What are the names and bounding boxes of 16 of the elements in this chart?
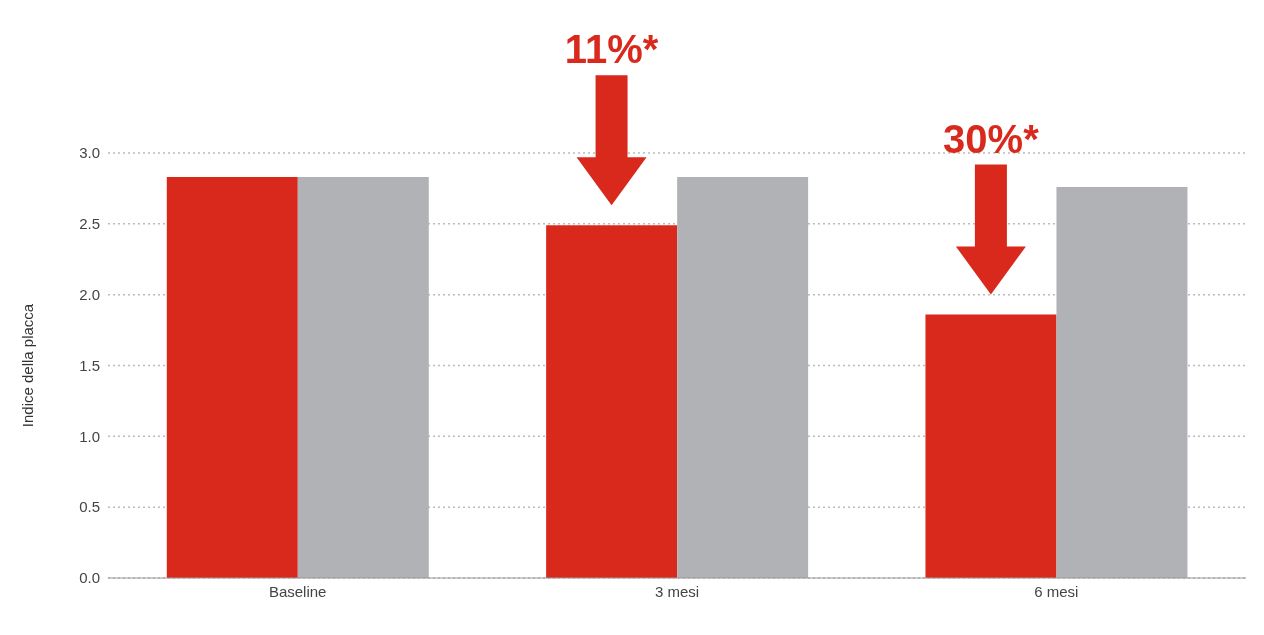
bar	[166, 177, 298, 578]
text: 11%*	[564, 27, 659, 72]
x-tick-label: 6 mesi	[1034, 582, 1079, 600]
y-tick-label: 0.5	[79, 498, 100, 516]
y-tick-label: 1.0	[79, 427, 100, 445]
y-tick-label: 1.5	[79, 356, 100, 374]
y-tick-label: 2.0	[79, 285, 100, 303]
y-tick-label: 0.0	[79, 569, 100, 587]
bar	[925, 314, 1057, 578]
y-tick-label: 3.0	[79, 144, 100, 162]
bar	[546, 225, 678, 578]
x-tick-label: 3 mesi	[654, 582, 700, 600]
annotation: 30%*	[943, 116, 1040, 161]
y-tick-label: 2.5	[79, 215, 100, 233]
x-tick-label: Baseline	[268, 582, 327, 600]
y-axis-title: Indice della placca	[19, 303, 37, 428]
